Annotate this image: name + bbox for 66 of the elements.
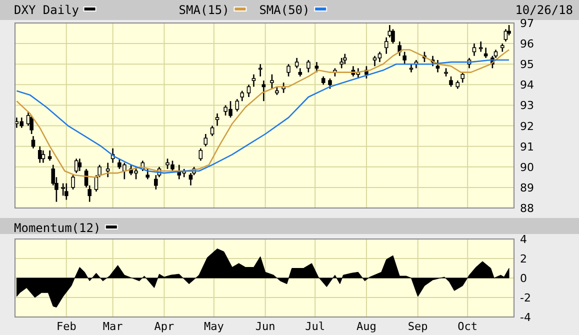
x-tick-label: Feb: [56, 320, 76, 333]
candlestick: [391, 28, 395, 44]
candlestick: [61, 182, 65, 196]
y-tick-label: 96: [520, 38, 534, 51]
candlestick: [38, 146, 42, 164]
candlestick: [340, 57, 344, 69]
candlestick: [210, 125, 214, 137]
y-tick-label: 89: [520, 181, 534, 194]
candlestick: [398, 40, 402, 57]
candlestick: [343, 53, 347, 65]
candlestick: [328, 78, 332, 90]
candlestick: [48, 150, 52, 162]
y-tick-label: 91: [520, 140, 534, 154]
candlestick: [240, 90, 244, 102]
x-tick-label: Jul: [305, 320, 325, 333]
candlestick: [235, 98, 240, 112]
candlestick: [258, 63, 262, 78]
y-tick-label: 95: [520, 58, 534, 72]
candlestick: [449, 76, 453, 88]
candlestick: [146, 168, 150, 180]
candlestick: [402, 51, 406, 65]
candlestick: [41, 150, 46, 164]
y-tick-label: -4: [520, 311, 531, 324]
y-tick-label: 94: [520, 78, 534, 92]
y-tick-label: 0: [520, 272, 527, 285]
candlestick: [78, 158, 82, 172]
x-tick-label: Oct: [458, 320, 478, 333]
candlestick: [30, 114, 34, 135]
x-tick-label: Aug: [356, 320, 376, 333]
y-tick-label: 93: [520, 99, 534, 112]
legend-label: Momentum(12): [14, 221, 101, 235]
y-tick-label: -2: [520, 292, 531, 304]
candlestick: [71, 174, 75, 190]
legend-label: SMA(50): [259, 3, 310, 17]
x-tick-label: Mar: [102, 320, 124, 333]
x-tick-label: Jun: [255, 320, 276, 333]
candlestick: [306, 59, 310, 73]
y-tick-label: 2: [520, 252, 527, 266]
candlestick: [198, 148, 203, 162]
candlestick: [504, 28, 508, 42]
x-tick-label: Apr: [154, 320, 175, 333]
candlestick: [204, 133, 208, 147]
candlestick: [20, 116, 24, 128]
y-tick-label: 97: [520, 17, 534, 30]
candlestick: [270, 74, 274, 90]
candlestick: [286, 63, 290, 78]
candlestick: [106, 162, 110, 178]
x-tick-label: Sep: [408, 320, 428, 333]
candlestick: [74, 158, 78, 174]
text: 10/26/18: [515, 3, 573, 17]
y-tick-label: 4: [520, 233, 527, 246]
candlestick: [252, 74, 256, 88]
candlestick: [294, 57, 299, 69]
legend-label: SMA(15): [178, 3, 230, 17]
legend-label: DXY Daily: [14, 3, 80, 17]
candlestick: [384, 36, 388, 54]
candlestick: [246, 84, 251, 98]
y-tick-label: 92: [520, 120, 534, 133]
candlestick: [64, 182, 68, 200]
candlestick: [484, 47, 488, 59]
candlestick: [215, 112, 220, 126]
y-tick-label: 90: [520, 160, 534, 174]
candlestick: [507, 24, 511, 36]
candlestick: [460, 72, 465, 84]
y-tick-label: 88: [520, 202, 534, 215]
x-tick-label: May: [204, 320, 224, 333]
